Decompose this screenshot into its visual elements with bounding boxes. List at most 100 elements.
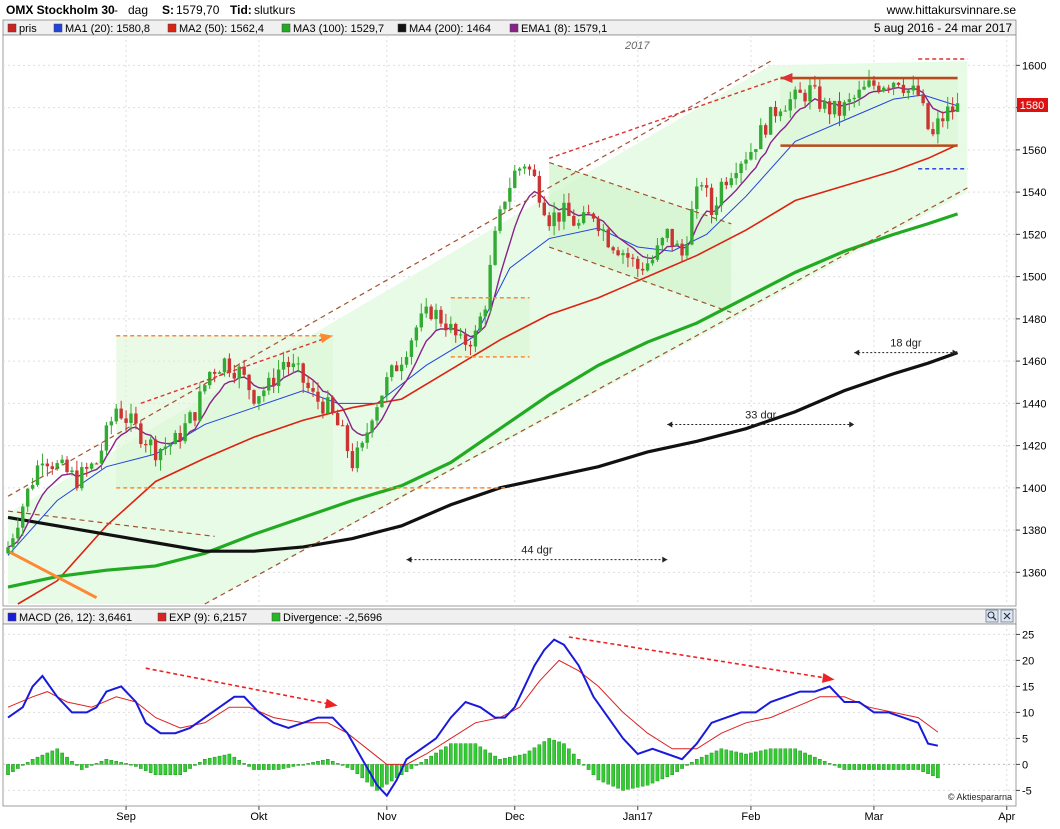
divergence-bar [321,760,325,765]
divergence-bar [680,764,684,769]
candle-body [611,247,615,251]
legend-swatch [167,23,177,33]
date-range: 5 aug 2016 - 24 mar 2017 [874,21,1012,35]
divergence-bar [202,759,207,765]
candle-body [222,358,227,373]
y-tick-label: 10 [1022,707,1034,719]
candle-body [562,202,566,222]
candle-body [291,363,296,368]
candle-body [429,306,433,320]
close-icon[interactable] [1000,609,1014,623]
y-tick-label: 1520 [1022,229,1046,241]
divergence-bar [891,764,896,770]
candle-body [321,401,325,414]
range-box-fill [780,78,958,146]
divergence-bar [94,763,99,765]
candle-body [493,230,497,265]
candle-body [773,106,778,117]
divergence-bar [798,750,802,765]
candle-body [626,253,630,258]
divergence-bar [788,748,793,765]
candle-body [621,253,625,256]
candle-body [267,377,271,391]
legend-label: MA1 (20): 1580,8 [65,23,150,35]
candle-body [153,439,158,461]
candle-body [375,407,379,421]
divergence-bar [739,752,743,765]
candle-body [823,101,827,109]
divergence-bar [758,750,763,765]
divergence-bar [129,764,133,766]
divergence-bar [11,764,15,772]
legend-label: pris [19,23,37,35]
divergence-bar [562,743,566,765]
divergence-bar [655,764,660,782]
arrow-head [780,73,793,84]
divergence-bar [6,764,10,776]
candle-body [198,391,202,421]
divergence-bar [306,763,310,765]
candle-body [936,118,940,135]
divergence-bar [242,763,246,765]
divergence-bar [650,764,655,784]
candle-body [522,166,527,169]
legend-swatch [509,23,519,33]
candle-body [173,432,177,445]
candle-body [759,125,763,150]
divergence-bar [414,764,419,766]
candle-body [670,228,674,246]
candle-body [21,506,25,528]
candle-body [232,372,237,379]
divergence-bar [143,764,148,771]
divergence-bar [104,759,109,765]
divergence-bar [173,764,178,776]
divergence-bar [326,759,330,765]
divergence-bar [576,759,581,765]
divergence-bar [936,764,940,779]
divergence-bar [473,743,478,765]
candle-body [385,377,389,396]
index-name: OMX Stockholm 30 [6,3,115,17]
ma-line-4 [7,351,959,553]
divergence-bar [375,764,379,791]
divergence-bar [311,762,315,765]
divergence-bar [818,759,822,765]
candle-body [168,444,173,447]
candle-body [360,442,364,448]
divergence-bar [621,764,625,791]
candle-body [227,358,232,373]
candle-body [148,439,153,446]
x-tick-label: Jan17 [623,811,653,823]
divergence-bar [552,739,556,765]
candle-body [30,484,35,489]
divergence-bar [217,755,222,765]
candle-body [513,170,517,188]
candle-body [714,205,719,216]
x-tick-label: Sep [116,811,136,823]
divergence-bar [532,747,537,765]
divergence-bar [896,764,901,770]
legend-swatch [157,612,167,622]
y-tick-label: 1380 [1022,525,1046,537]
divergence-bar [55,748,59,765]
divergence-bar [70,761,74,765]
divergence-bar [690,762,694,765]
divergence-bar [404,764,409,772]
candle-body [281,361,286,370]
divergence-bar [198,762,202,765]
zoom-icon[interactable] [985,609,999,623]
divergence-bar [537,744,542,765]
candle-body [631,257,635,259]
candle-body [335,412,340,426]
divergence-bar [330,761,335,765]
candle-body [390,365,394,378]
candle-body [444,323,448,331]
candle-body [857,89,861,98]
candle-body [355,447,360,469]
candle-body [217,372,222,374]
candle-body [695,186,699,209]
divergence-bar [139,764,143,769]
x-tick-label: Okt [250,811,267,823]
candle-body [439,309,443,324]
divergence-bar [266,764,271,770]
